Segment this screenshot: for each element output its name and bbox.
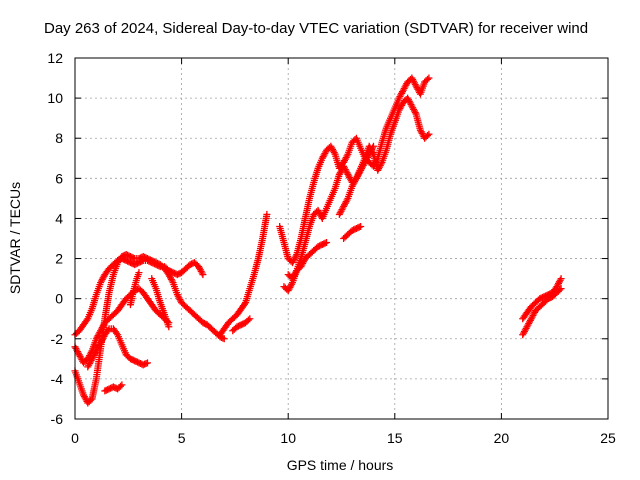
data-point <box>288 280 296 288</box>
data-point <box>263 210 271 218</box>
data-point <box>129 254 137 262</box>
data-point <box>355 223 363 231</box>
y-tick-label: -4 <box>51 371 64 387</box>
data-point <box>343 196 351 204</box>
data-point <box>138 257 146 265</box>
chart-title: Day 263 of 2024, Sidereal Day-to-day VTE… <box>44 20 588 37</box>
data-point <box>556 276 564 284</box>
x-tick-label: 25 <box>600 430 616 446</box>
data-point <box>246 315 254 323</box>
y-tick-label: -6 <box>51 411 64 427</box>
data-point <box>323 239 331 247</box>
data-points <box>71 74 565 407</box>
series-track-p <box>519 275 565 323</box>
y-tick-label: 2 <box>55 251 63 267</box>
data-point <box>220 335 228 343</box>
series-track-j <box>276 74 433 267</box>
data-point <box>321 239 329 247</box>
data-point <box>423 75 431 83</box>
data-point <box>143 359 151 367</box>
data-point <box>135 269 143 277</box>
y-axis-label: SDTVAR / TECUs <box>7 182 23 294</box>
y-tick-label: 10 <box>47 90 63 106</box>
data-point <box>240 300 248 308</box>
data-point <box>423 132 431 140</box>
x-tick-label: 10 <box>280 430 296 446</box>
data-point <box>557 275 565 283</box>
data-point <box>165 323 173 331</box>
data-point <box>425 74 433 82</box>
series-track-n <box>340 222 365 242</box>
data-point <box>357 222 365 230</box>
data-point <box>104 326 112 334</box>
series-track-l <box>284 239 331 283</box>
y-tick-label: 12 <box>47 50 63 66</box>
data-point <box>116 382 124 390</box>
data-point <box>142 360 150 368</box>
x-tick-label: 5 <box>178 430 186 446</box>
series-track-m <box>335 142 377 218</box>
data-point <box>330 149 338 157</box>
series-track-d <box>84 325 151 371</box>
series-track-b <box>71 255 207 339</box>
data-point <box>244 316 252 324</box>
series-track-f <box>126 269 143 309</box>
data-point <box>411 109 419 117</box>
series-track-c <box>71 285 173 367</box>
x-tick-labels: 0 5 10 15 20 25 <box>71 430 616 446</box>
data-point <box>168 277 176 285</box>
data-point <box>425 130 433 138</box>
plot-frame <box>74 57 609 420</box>
y-tick-label: -2 <box>51 331 64 347</box>
data-point <box>199 271 207 279</box>
data-point <box>113 329 121 337</box>
series-track-i <box>229 315 254 335</box>
x-tick-label: 20 <box>494 430 510 446</box>
series-track-h <box>216 210 271 339</box>
y-tick-label: 6 <box>55 170 63 186</box>
series-track-g <box>148 275 173 331</box>
x-axis-label: GPS time / hours <box>287 457 394 473</box>
series-track-e <box>101 381 126 395</box>
data-point <box>377 160 385 168</box>
y-tick-label: 8 <box>55 130 63 146</box>
y-tick-label: 0 <box>55 291 63 307</box>
x-tick-label: 0 <box>71 430 79 446</box>
data-point <box>83 316 91 324</box>
data-point <box>118 381 126 389</box>
y-tick-label: 4 <box>55 210 63 226</box>
data-point <box>198 269 206 277</box>
data-point <box>155 262 163 270</box>
y-tick-labels: -6 -4 -2 0 2 4 6 8 10 12 <box>47 50 63 427</box>
data-point <box>369 144 377 152</box>
data-point <box>343 152 351 160</box>
x-tick-label: 15 <box>387 430 403 446</box>
data-point <box>369 142 377 150</box>
